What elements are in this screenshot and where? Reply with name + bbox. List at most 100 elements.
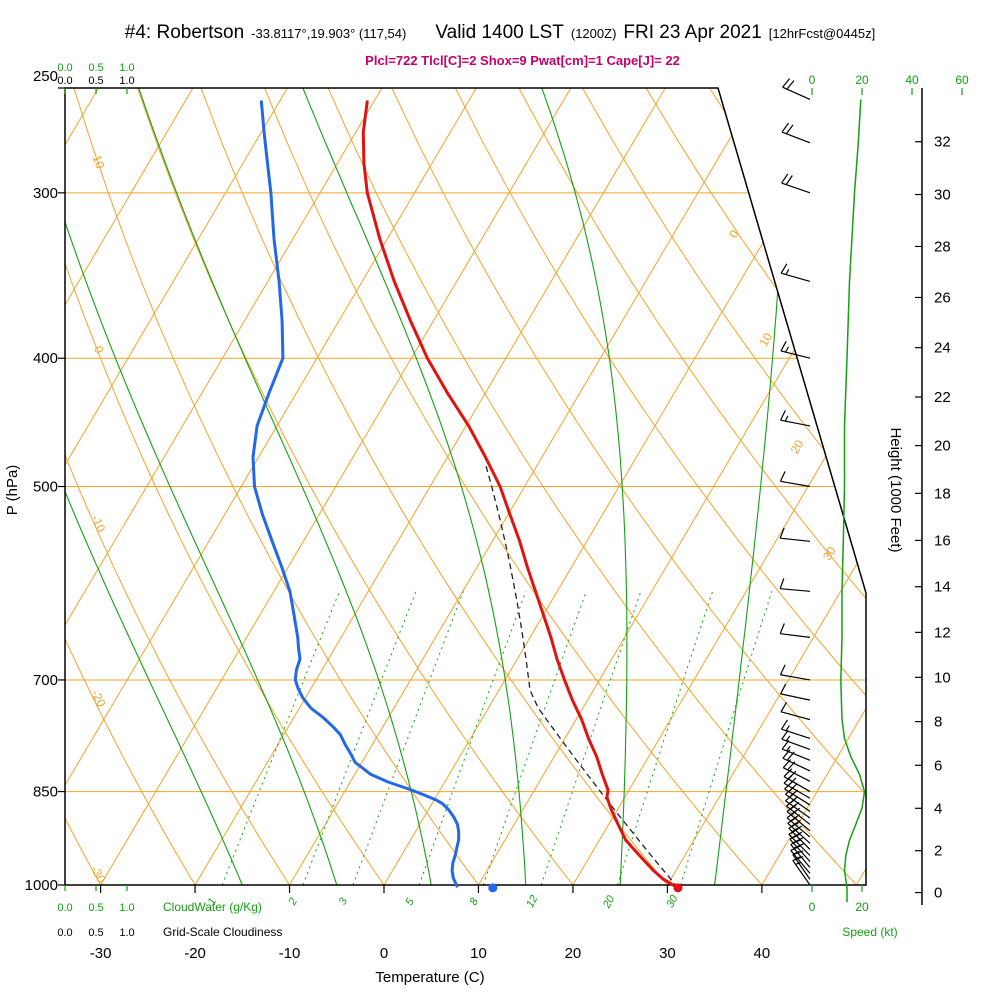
wind-barb-staff bbox=[780, 711, 811, 721]
wind-barb-full bbox=[793, 842, 805, 849]
wind-barb-full bbox=[782, 78, 790, 88]
height-tick-label: 12 bbox=[934, 624, 951, 641]
pressure-tick-label: 700 bbox=[33, 672, 58, 689]
wind-speed-curve bbox=[840, 99, 866, 902]
wind-barb-half bbox=[795, 855, 802, 860]
wind-barb-full bbox=[785, 175, 793, 185]
height-tick-label: 18 bbox=[934, 485, 951, 502]
cloudiness-scale-top: 1.0 bbox=[119, 75, 134, 87]
isotherm-line bbox=[478, 88, 866, 885]
cloudiness-scale-bottom: 1.0 bbox=[119, 927, 134, 939]
mixing-ratio-label: 12 bbox=[524, 893, 540, 909]
moist-adiabat bbox=[65, 88, 243, 885]
cloudiness-scale-top: 0.5 bbox=[88, 75, 103, 87]
isotherm-label: 10 bbox=[756, 330, 775, 349]
isotherm-line bbox=[100, 88, 572, 885]
wind-barb-staff bbox=[782, 86, 811, 100]
wind-barb-full bbox=[781, 122, 789, 133]
valid-date: FRI 23 Apr 2021 bbox=[623, 22, 762, 43]
wind-barb-full bbox=[790, 839, 801, 846]
pressure-tick-label: 250 bbox=[33, 68, 58, 85]
wind-barb-half bbox=[793, 851, 800, 855]
mixing-ratio-line bbox=[221, 591, 340, 885]
height-tick-label: 8 bbox=[934, 714, 942, 731]
speed-scale-top: 60 bbox=[955, 73, 969, 87]
height-tick-label: 16 bbox=[934, 532, 951, 549]
isotherm-line bbox=[855, 88, 866, 885]
wind-barb-full bbox=[791, 831, 803, 839]
wind-barb-full bbox=[787, 770, 797, 780]
dry-adiabat bbox=[582, 88, 866, 885]
dry-adiabat bbox=[73, 88, 479, 885]
dry-adiabat-label: -20 bbox=[88, 687, 108, 709]
isotherm-line bbox=[65, 88, 194, 885]
valid-z: (1200Z) bbox=[570, 26, 617, 41]
pressure-tick-label: 1000 bbox=[25, 877, 58, 894]
mixing-ratio-line bbox=[680, 591, 773, 885]
station-title: #4: Robertson bbox=[124, 22, 245, 43]
speed-scale-bottom: 0 bbox=[809, 900, 816, 914]
station-coords: -33.8117°,19.903° (117,54) bbox=[251, 26, 407, 41]
wind-barb-full bbox=[791, 825, 803, 833]
cloudiness-scale-top: 0.0 bbox=[57, 75, 72, 87]
wind-barb-staff bbox=[780, 480, 811, 488]
isotherm-line bbox=[289, 88, 761, 885]
wind-barb-half bbox=[785, 735, 791, 742]
cloudwater-scale-top: 0.0 bbox=[57, 62, 72, 74]
speed-scale-top: 0 bbox=[809, 73, 816, 87]
wind-barb-half bbox=[785, 269, 790, 275]
cloudiness-scale-bottom: 0.5 bbox=[88, 927, 103, 939]
height-tick-label: 26 bbox=[934, 289, 951, 306]
dry-adiabat bbox=[200, 88, 668, 885]
wind-barb-staff bbox=[780, 693, 811, 701]
mixing-ratio-label: 30 bbox=[664, 893, 681, 910]
surface-dewpoint-dot bbox=[488, 883, 498, 893]
moist-adiabat bbox=[541, 88, 628, 885]
wind-barb-half bbox=[784, 415, 789, 422]
isotherm-line bbox=[666, 88, 866, 885]
isotherm-line bbox=[65, 88, 288, 885]
wind-barb-full bbox=[790, 845, 801, 851]
mixing-ratio-line bbox=[482, 591, 587, 885]
speed-scale-bottom: 20 bbox=[855, 900, 869, 914]
wind-barb-full bbox=[780, 263, 788, 274]
pressure-tick-label: 500 bbox=[33, 479, 58, 496]
cloudiness-label: Grid-Scale Cloudiness bbox=[163, 925, 282, 939]
height-tick-label: 30 bbox=[934, 187, 951, 204]
speed-scale-top: 40 bbox=[905, 73, 919, 87]
wind-barb-full bbox=[781, 729, 789, 740]
pressure-tick-label: 400 bbox=[33, 350, 58, 367]
wind-barb-staff bbox=[780, 674, 811, 681]
wind-barb-full bbox=[779, 578, 785, 589]
wind-barb-full bbox=[780, 683, 787, 695]
isotherm-line bbox=[194, 88, 666, 885]
mixing-ratio-label: 2 bbox=[286, 896, 300, 908]
valid-time: Valid 1400 LST bbox=[435, 22, 564, 43]
wind-barb-staff bbox=[780, 419, 811, 427]
cloudwater-scale-top: 0.5 bbox=[88, 62, 103, 74]
isotherm-line bbox=[761, 88, 866, 885]
height-tick-label: 14 bbox=[934, 579, 951, 596]
temp-tick-label: -20 bbox=[184, 945, 206, 962]
mixing-ratio-label: 20 bbox=[601, 893, 618, 911]
mixing-ratio-lines bbox=[221, 591, 773, 885]
mixing-ratio-label: 1 bbox=[206, 896, 219, 907]
temperature-curve bbox=[361, 100, 680, 890]
wind-barb-staff bbox=[780, 633, 811, 638]
dry-adiabat-label: 10 bbox=[90, 153, 108, 170]
wind-barb-full bbox=[779, 623, 785, 634]
isotherm-label: 0 bbox=[726, 227, 742, 240]
pressure-tick-label: 850 bbox=[33, 784, 58, 801]
dry-adiabat bbox=[264, 88, 763, 885]
wind-barb-full bbox=[780, 719, 788, 730]
height-tick-label: 0 bbox=[934, 885, 942, 902]
isotherm-label: 20 bbox=[788, 437, 807, 456]
wind-barb-full bbox=[779, 664, 786, 675]
dry-adiabat bbox=[518, 88, 866, 885]
moist-adiabat bbox=[65, 88, 338, 885]
wind-barb-full bbox=[786, 80, 795, 90]
temp-tick-label: -10 bbox=[279, 945, 301, 962]
